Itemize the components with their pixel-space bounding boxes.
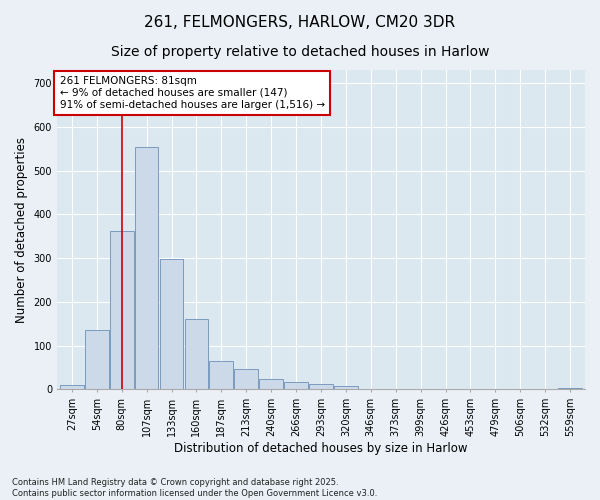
Text: 261, FELMONGERS, HARLOW, CM20 3DR: 261, FELMONGERS, HARLOW, CM20 3DR [145,15,455,30]
Bar [558,388,582,390]
Bar [160,260,184,390]
Bar [209,361,233,390]
X-axis label: Distribution of detached houses by size in Harlow: Distribution of detached houses by size … [174,442,468,455]
Text: Size of property relative to detached houses in Harlow: Size of property relative to detached ho… [111,45,489,59]
Bar [235,369,258,390]
Bar [135,147,158,390]
Y-axis label: Number of detached properties: Number of detached properties [15,136,28,322]
Bar [60,385,83,390]
Text: 261 FELMONGERS: 81sqm
← 9% of detached houses are smaller (147)
91% of semi-deta: 261 FELMONGERS: 81sqm ← 9% of detached h… [59,76,325,110]
Bar [259,380,283,390]
Bar [359,388,383,390]
Bar [309,384,333,390]
Bar [85,330,109,390]
Bar [334,386,358,390]
Bar [185,320,208,390]
Text: Contains HM Land Registry data © Crown copyright and database right 2025.
Contai: Contains HM Land Registry data © Crown c… [12,478,377,498]
Bar [110,230,134,390]
Bar [284,382,308,390]
